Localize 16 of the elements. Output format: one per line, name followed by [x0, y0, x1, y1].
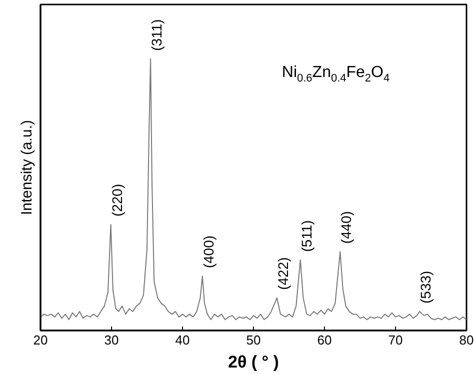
- y-axis-title: Intensity (a.u.): [18, 120, 36, 216]
- annotation: (533): [418, 270, 434, 304]
- x-tick-label: 20: [33, 332, 48, 348]
- x-tick-label: 30: [104, 332, 119, 348]
- x-axis-title: 2θ ( ° ): [228, 352, 279, 372]
- x-tick-label: 70: [388, 332, 403, 348]
- annotation: (311): [148, 19, 165, 51]
- annotation: (220): [108, 184, 125, 217]
- x-tick-label: 50: [246, 332, 261, 348]
- annotation: (400): [200, 235, 216, 268]
- annotation: (511): [298, 220, 314, 252]
- x-tick-label: 60: [317, 332, 332, 348]
- annotation: (422): [274, 257, 291, 290]
- x-tick-label: 40: [175, 332, 190, 348]
- x-tick-label: 80: [459, 332, 474, 348]
- annotation: (440): [338, 211, 354, 244]
